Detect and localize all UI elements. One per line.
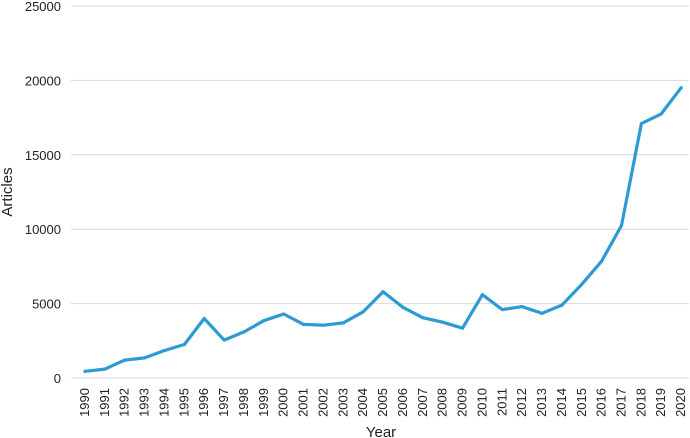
x-tick-label: 2004 — [355, 388, 370, 417]
data-point-1994 — [162, 348, 167, 353]
x-tick-label: 2019 — [653, 388, 668, 417]
data-point-2016 — [600, 259, 604, 263]
x-tick-label: 1999 — [256, 388, 271, 417]
data-point-2012 — [520, 304, 524, 309]
data-point-1999 — [262, 319, 266, 323]
x-tick-label: 2001 — [296, 388, 311, 417]
y-tick-label: 15000 — [25, 148, 61, 163]
x-tick-label: 1995 — [176, 388, 191, 417]
x-tick-label: 2013 — [534, 388, 549, 417]
data-point-2017 — [619, 223, 624, 228]
data-point-1997 — [222, 338, 226, 342]
x-axis-title: Year — [366, 424, 396, 438]
x-tick-label: 2018 — [633, 388, 648, 417]
x-tick-label: 2014 — [554, 388, 569, 417]
x-tick-label: 2017 — [613, 388, 628, 417]
x-tick-label: 2008 — [435, 388, 450, 417]
x-tick-label: 2000 — [276, 388, 291, 417]
y-tick-label: 5000 — [32, 297, 61, 312]
y-tick-label: 20000 — [25, 73, 61, 88]
y-axis-title: Articles — [0, 167, 16, 216]
data-point-2007 — [421, 316, 425, 320]
data-point-2000 — [282, 312, 286, 316]
x-tick-label: 2015 — [574, 388, 589, 417]
x-tick-label: 1993 — [137, 388, 152, 417]
data-point-2004 — [361, 310, 365, 314]
x-tick-label: 1998 — [236, 388, 251, 417]
y-tick-label: 10000 — [25, 222, 61, 237]
data-point-2005 — [381, 290, 385, 294]
data-point-2006 — [401, 305, 405, 309]
data-point-2001 — [301, 322, 306, 327]
x-tick-label: 2009 — [455, 388, 470, 417]
x-tick-label: 2005 — [375, 388, 390, 417]
data-point-1995 — [182, 342, 186, 347]
data-point-1992 — [123, 358, 127, 362]
data-point-1996 — [202, 316, 206, 321]
series-group — [83, 86, 683, 373]
x-tick-label: 1990 — [77, 388, 92, 417]
data-point-2011 — [500, 307, 504, 312]
x-tick-label: 2003 — [335, 388, 350, 417]
data-point-2002 — [321, 323, 326, 327]
data-point-2018 — [639, 121, 643, 126]
x-tick-label: 2012 — [514, 388, 529, 417]
x-tick-label: 2016 — [594, 388, 609, 417]
x-tick-label: 2011 — [494, 388, 509, 416]
data-point-2008 — [441, 320, 445, 324]
data-point-2014 — [560, 303, 564, 307]
data-point-2019 — [659, 112, 663, 116]
y-tick-label: 25000 — [25, 0, 61, 14]
x-tick-label: 2007 — [415, 388, 430, 417]
gridlines — [71, 5, 689, 379]
data-point-1990 — [83, 369, 87, 373]
x-tick-label: 1996 — [196, 388, 211, 417]
data-point-1993 — [143, 356, 147, 360]
data-point-2010 — [480, 293, 484, 297]
y-tick-labels: 0 5000 10000 15000 20000 25000 — [25, 0, 61, 386]
x-tick-label: 2010 — [474, 388, 489, 417]
data-point-1991 — [103, 367, 107, 371]
x-tick-label: 1994 — [156, 388, 171, 417]
x-tick-label: 1997 — [216, 388, 231, 417]
data-point-2009 — [460, 326, 465, 330]
data-point-2013 — [540, 311, 544, 315]
data-point-2020 — [679, 86, 683, 90]
y-tick-label: 0 — [54, 371, 61, 386]
x-tick-label: 2006 — [395, 388, 410, 417]
x-tick-label: 2002 — [315, 388, 330, 417]
data-point-2015 — [580, 282, 584, 286]
data-point-2003 — [341, 321, 345, 325]
x-tick-labels: 1990 1991 1992 1993 1994 1995 1996 1997 1998 1999… — [77, 388, 688, 417]
x-tick-label: 1992 — [117, 388, 132, 417]
x-tick-label: 1991 — [97, 388, 112, 417]
x-tick-label: 2020 — [673, 388, 688, 417]
data-point-1998 — [242, 330, 246, 334]
